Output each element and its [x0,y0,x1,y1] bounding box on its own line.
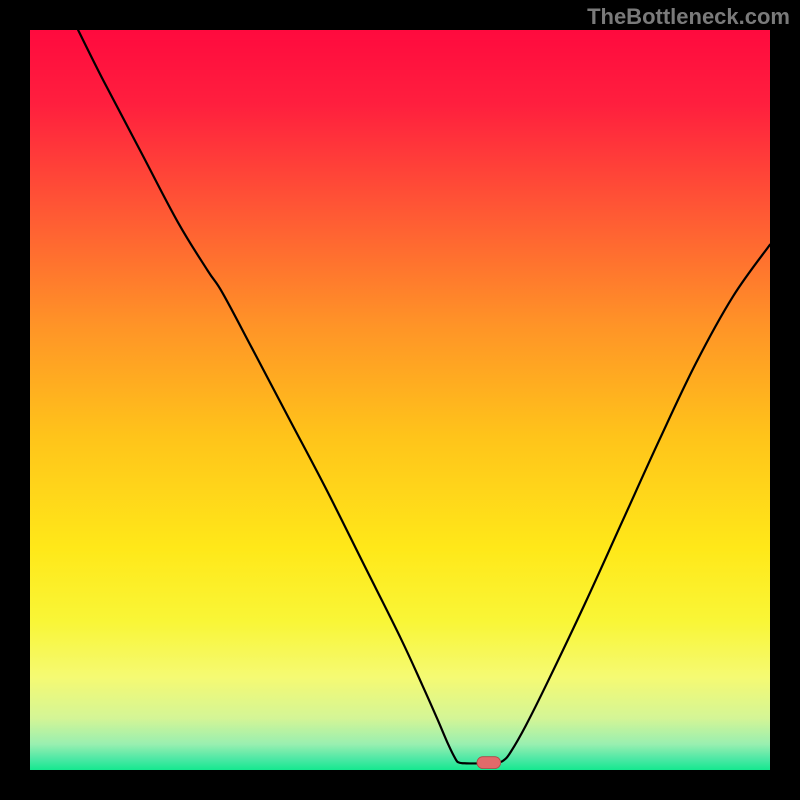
minimum-marker [477,757,501,769]
plot-background [30,30,770,770]
watermark-text: TheBottleneck.com [587,4,790,30]
bottleneck-chart [0,0,800,800]
